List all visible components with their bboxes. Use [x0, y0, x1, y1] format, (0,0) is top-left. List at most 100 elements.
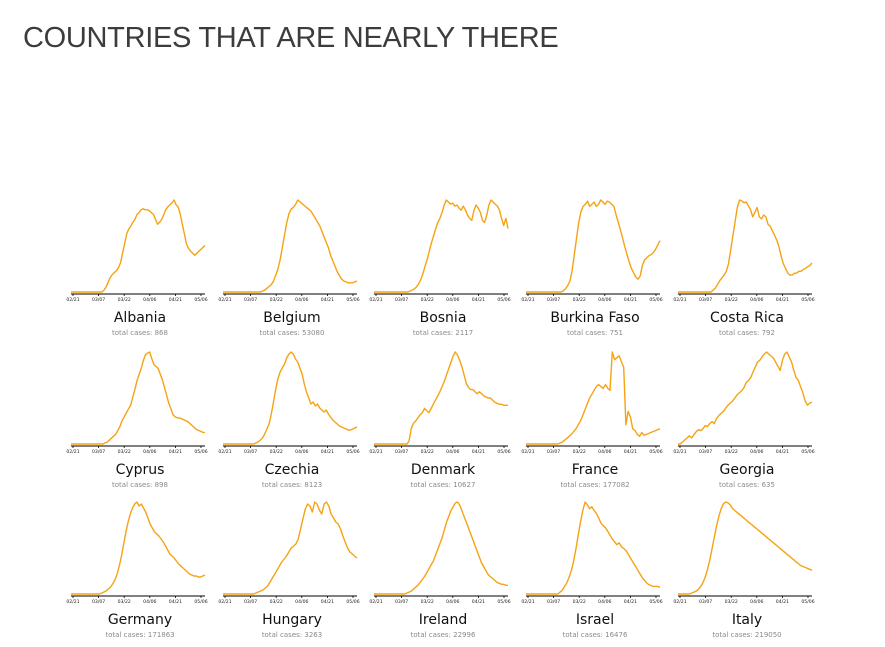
- x-tick-label: 04/21: [321, 297, 334, 303]
- country-name: Bosnia: [419, 310, 467, 326]
- x-tick-label: 04/21: [624, 599, 637, 605]
- x-tick-label: 03/07: [547, 297, 560, 303]
- x-tick-label: 04/06: [446, 599, 459, 605]
- x-tick-label: 04/21: [472, 297, 485, 303]
- x-tick-label: 04/21: [472, 599, 485, 605]
- total-cases-label: total cases: 53080: [259, 329, 325, 337]
- x-tick-label: 04/21: [321, 599, 334, 605]
- x-tick-label: 03/22: [270, 449, 283, 455]
- x-tick-label: 04/06: [295, 449, 308, 455]
- series-line: [71, 501, 206, 595]
- x-tick-label: 02/21: [66, 599, 79, 605]
- total-cases-label: total cases: 792: [719, 329, 775, 337]
- panel-chart: 02/21 03/07 03/22 04/06 04/21 05/06: [673, 199, 815, 303]
- x-tick-label: 03/07: [395, 297, 408, 303]
- x-tick-label: 05/06: [497, 599, 510, 605]
- panel-chart: 02/21 03/07 03/22 04/06 04/21 05/06: [369, 351, 511, 455]
- series-line: [678, 199, 813, 293]
- panel-denmark: 02/21 03/07 03/22 04/06 04/21 05/06 Denmark tot…: [369, 350, 516, 490]
- x-tick-label: 02/21: [218, 297, 231, 303]
- x-tick-label: 03/22: [421, 599, 434, 605]
- x-tick-label: 05/06: [346, 599, 359, 605]
- country-name: Georgia: [719, 462, 775, 478]
- x-tick-label: 03/07: [547, 599, 560, 605]
- panel-chart: 02/21 03/07 03/22 04/06 04/21 05/06: [521, 199, 663, 303]
- series-line: [374, 199, 509, 293]
- total-cases-label: total cases: 22996: [410, 631, 476, 639]
- x-tick-label: 05/06: [346, 297, 359, 303]
- x-tick-label: 02/21: [673, 599, 686, 605]
- country-name: Belgium: [263, 310, 321, 326]
- x-tick-label: 03/07: [244, 599, 257, 605]
- x-tick-label: 04/06: [750, 297, 763, 303]
- panel-chart: 02/21 03/07 03/22 04/06 04/21 05/06: [673, 351, 815, 455]
- x-tick-label: 04/06: [295, 297, 308, 303]
- panel-cyprus: 02/21 03/07 03/22 04/06 04/21 05/06 Cyprus tota…: [66, 350, 213, 490]
- x-tick-label: 05/06: [497, 449, 510, 455]
- total-cases-label: total cases: 751: [567, 329, 623, 337]
- country-name: Denmark: [410, 462, 476, 478]
- total-cases-label: total cases: 16476: [562, 631, 628, 639]
- panel-bosnia: 02/21 03/07 03/22 04/06 04/21 05/06 Bosnia tota…: [369, 198, 516, 338]
- x-tick-label: 04/21: [169, 599, 182, 605]
- country-name: Czechia: [264, 462, 320, 478]
- x-tick-label: 04/06: [750, 599, 763, 605]
- x-tick-label: 03/07: [395, 449, 408, 455]
- panel-chart: 02/21 03/07 03/22 04/06 04/21 05/06: [218, 351, 360, 455]
- x-tick-label: 04/21: [624, 449, 637, 455]
- country-name: Italy: [731, 612, 763, 628]
- panel-chart: 02/21 03/07 03/22 04/06 04/21 05/06: [66, 351, 208, 455]
- x-tick-label: 02/21: [369, 599, 382, 605]
- series-line: [374, 501, 508, 595]
- x-tick-label: 02/21: [673, 297, 686, 303]
- country-name: Cyprus: [115, 462, 165, 478]
- x-tick-label: 02/21: [673, 449, 686, 455]
- x-tick-label: 03/07: [699, 449, 712, 455]
- total-cases-label: total cases: 635: [719, 481, 775, 489]
- total-cases-label: total cases: 177082: [560, 481, 630, 489]
- panel-germany: 02/21 03/07 03/22 04/06 04/21 05/06 Germany tot…: [66, 500, 213, 640]
- panel-chart: 02/21 03/07 03/22 04/06 04/21 05/06: [218, 501, 360, 605]
- panel-belgium: 02/21 03/07 03/22 04/06 04/21 05/06 Belgium tot…: [218, 198, 365, 338]
- panel-chart: 02/21 03/07 03/22 04/06 04/21 05/06: [369, 199, 511, 303]
- x-tick-label: 03/07: [92, 449, 105, 455]
- total-cases-label: total cases: 8123: [261, 481, 323, 489]
- x-tick-label: 03/07: [547, 449, 560, 455]
- x-tick-label: 04/06: [143, 297, 156, 303]
- x-tick-label: 02/21: [369, 297, 382, 303]
- x-tick-label: 05/06: [801, 599, 814, 605]
- x-tick-label: 03/22: [573, 449, 586, 455]
- country-name: France: [571, 462, 619, 478]
- panel-costa-rica: 02/21 03/07 03/22 04/06 04/21 05/06 Costa Rica…: [673, 198, 820, 338]
- x-tick-label: 03/07: [92, 599, 105, 605]
- x-tick-label: 05/06: [346, 449, 359, 455]
- panel-france: 02/21 03/07 03/22 04/06 04/21 05/06 France tota…: [521, 350, 668, 490]
- panel-chart: 02/21 03/07 03/22 04/06 04/21 05/06: [673, 501, 815, 605]
- x-tick-label: 04/21: [472, 449, 485, 455]
- x-tick-label: 03/07: [92, 297, 105, 303]
- series-line: [526, 501, 661, 595]
- x-tick-label: 04/06: [598, 297, 611, 303]
- x-tick-label: 03/22: [725, 297, 738, 303]
- country-name: Burkina Faso: [550, 310, 640, 326]
- x-tick-label: 02/21: [521, 599, 534, 605]
- x-tick-label: 03/22: [573, 599, 586, 605]
- total-cases-label: total cases: 171863: [105, 631, 175, 639]
- total-cases-label: total cases: 219050: [712, 631, 782, 639]
- total-cases-label: total cases: 3263: [261, 631, 323, 639]
- x-tick-label: 04/06: [598, 599, 611, 605]
- x-tick-label: 03/22: [421, 297, 434, 303]
- x-tick-label: 02/21: [369, 449, 382, 455]
- country-name: Germany: [107, 612, 173, 628]
- series-line: [71, 351, 205, 445]
- x-tick-label: 05/06: [649, 297, 662, 303]
- x-tick-label: 04/21: [169, 449, 182, 455]
- panel-georgia: 02/21 03/07 03/22 04/06 04/21 05/06 Georgia tot…: [673, 350, 820, 490]
- x-tick-label: 02/21: [521, 297, 534, 303]
- x-tick-label: 05/06: [649, 599, 662, 605]
- series-line: [71, 199, 206, 293]
- x-tick-label: 02/21: [66, 449, 79, 455]
- x-tick-label: 04/06: [598, 449, 611, 455]
- panel-burkina-faso: 02/21 03/07 03/22 04/06 04/21 05/06 Burkina Fa…: [521, 198, 668, 338]
